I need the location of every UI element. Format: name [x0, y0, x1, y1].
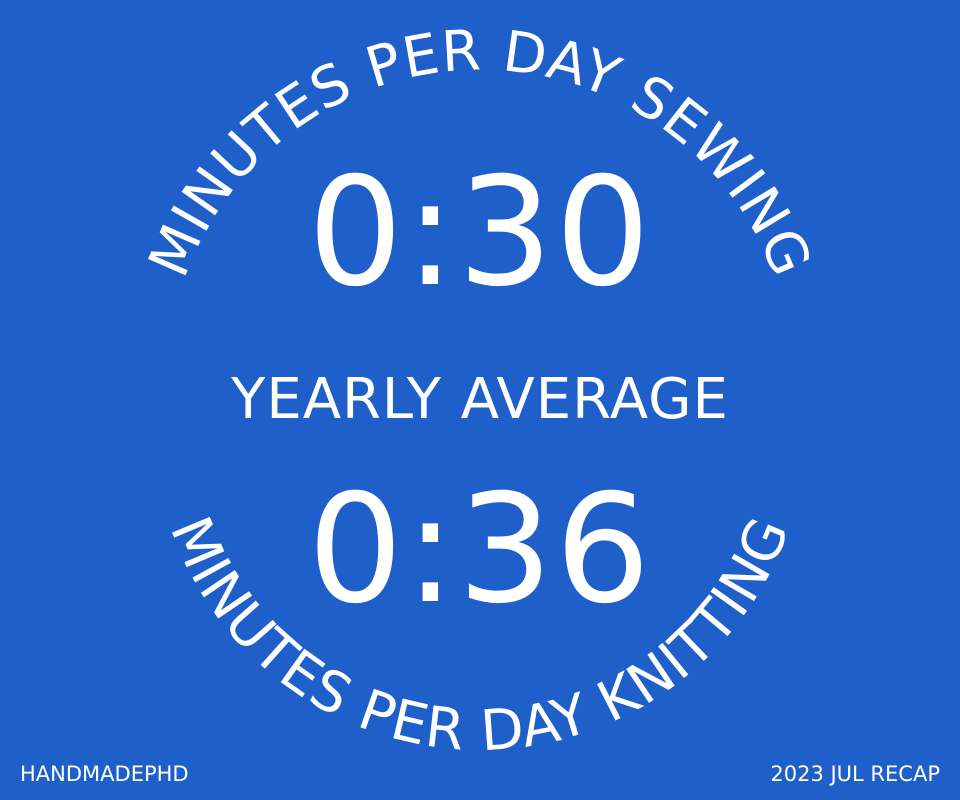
brand-label: HANDMADEPHD	[20, 762, 189, 786]
sewing-minutes-value: 0:30	[307, 146, 653, 320]
recap-label: 2023 JUL RECAP	[770, 762, 940, 786]
yearly-average-label: YEARLY AVERAGE	[231, 367, 729, 432]
knitting-minutes-value: 0:36	[307, 463, 653, 637]
